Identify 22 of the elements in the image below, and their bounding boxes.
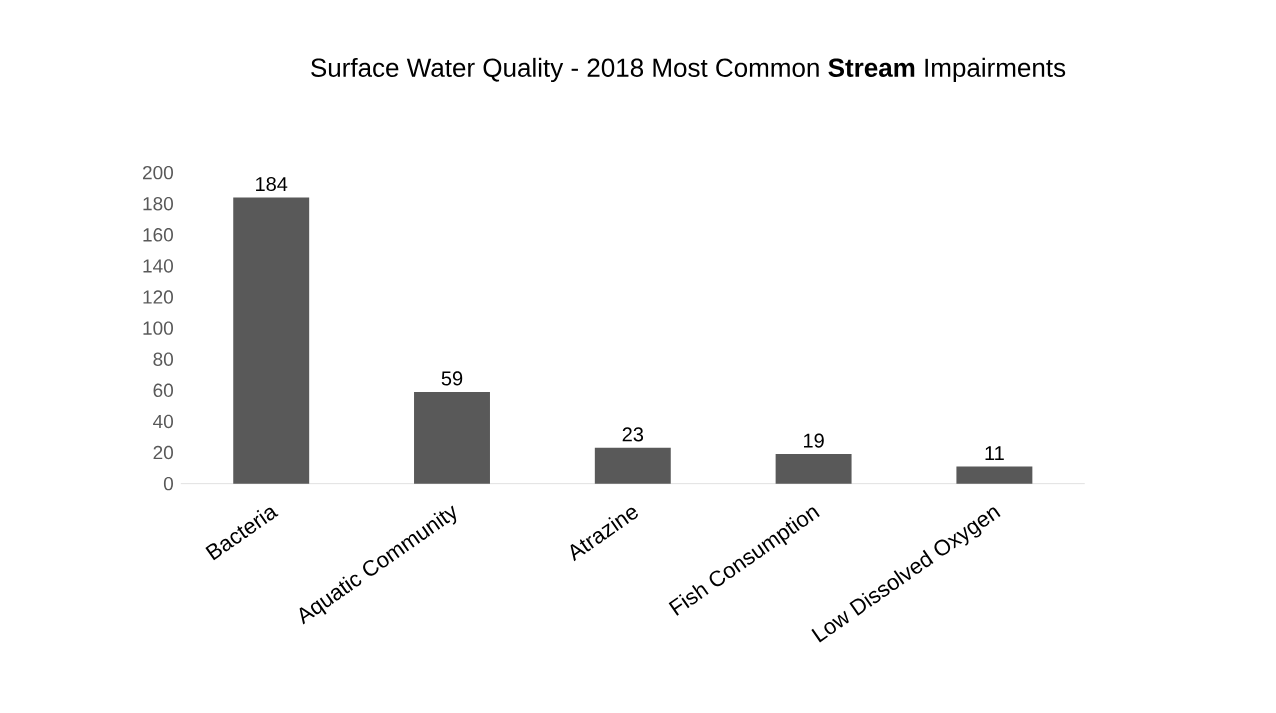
y-tick-label: 60 xyxy=(153,383,173,398)
bar xyxy=(233,197,310,484)
y-tick-label: 80 xyxy=(153,352,173,366)
bar xyxy=(956,466,1033,484)
data-label: 23 xyxy=(622,427,644,442)
y-tick-label: 180 xyxy=(143,197,173,211)
bar xyxy=(594,447,671,484)
bar xyxy=(414,391,490,484)
y-tick-label: 200 xyxy=(142,165,173,180)
y-tick-label: 120 xyxy=(143,290,173,304)
y-tick-label: 20 xyxy=(153,445,173,460)
chart-title: Surface Water Quality - 2018 Most Common Stream Impairments xyxy=(311,57,1066,83)
data-label: 11 xyxy=(985,446,1004,461)
y-tick-label: 160 xyxy=(143,228,173,242)
y-tick-label: 100 xyxy=(143,321,173,335)
data-label: 184 xyxy=(256,176,288,192)
y-tick-label: 0 xyxy=(163,476,173,491)
y-tick-label: 40 xyxy=(153,414,173,429)
data-label: 19 xyxy=(804,433,824,448)
bar xyxy=(775,454,852,484)
data-label: 59 xyxy=(441,371,463,386)
y-tick-label: 140 xyxy=(143,259,173,273)
